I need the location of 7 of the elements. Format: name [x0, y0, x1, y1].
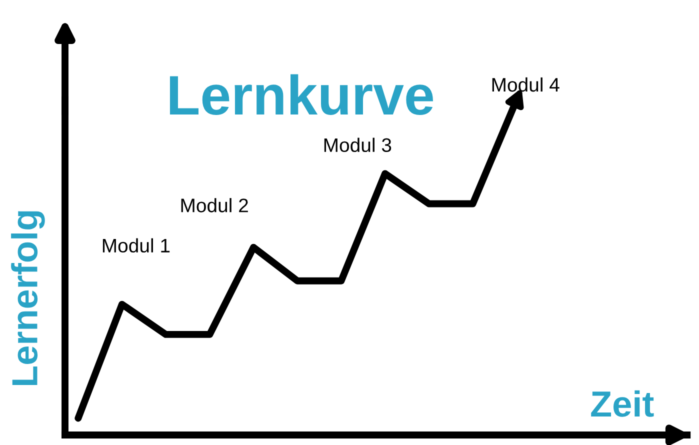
x-axis-title: Zeit [591, 390, 654, 417]
annotation: Modul 3 [324, 138, 392, 152]
annotation: Modul 2 [181, 198, 248, 212]
chart-title: Lernkurve [170, 74, 433, 116]
annotation: Modul 1 [102, 238, 170, 253]
text: Modul 4 [492, 77, 560, 92]
y-axis-title: Lernerfolg [11, 211, 45, 386]
